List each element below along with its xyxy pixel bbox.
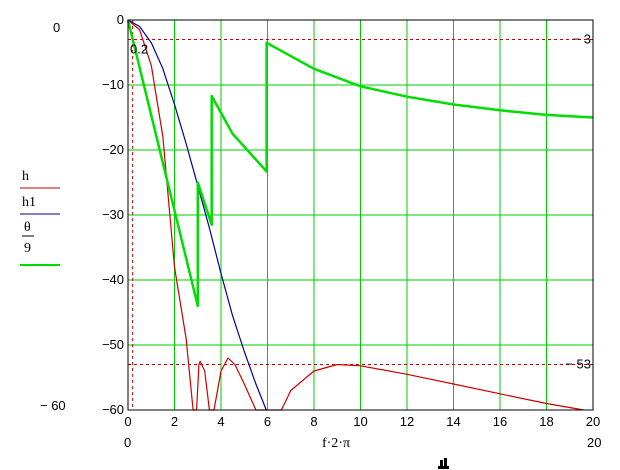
x-axis-label: f·2·π: [322, 436, 350, 451]
y-tick-label: −40: [102, 272, 124, 287]
x-tick-label: 16: [493, 414, 507, 429]
x-tick-label: 18: [539, 414, 553, 429]
series-line-3: [126, 19, 594, 308]
y-tick-label: −20: [102, 142, 124, 157]
x-tick-label: 2: [171, 414, 178, 429]
x-range-min-label: 0: [124, 435, 131, 450]
y-tick-label: −60: [102, 402, 124, 417]
series-lines: [126, 19, 594, 411]
reference-lines: [128, 20, 593, 410]
y-range-min-label: − 60: [40, 398, 66, 413]
legend-label-theta: θ: [24, 220, 31, 235]
x-tick-label: 20: [586, 414, 600, 429]
legend-item-theta: θ 9: [20, 220, 60, 266]
legend-label-h: h: [22, 169, 29, 184]
reference-line-label: − 3: [573, 32, 591, 47]
x-tick-label: 4: [217, 414, 224, 429]
y-range-max-label: 0: [53, 20, 60, 35]
x-tick-label: 6: [264, 414, 271, 429]
reference-line-label: − 53: [565, 357, 591, 372]
legend-item-h1: h1: [20, 195, 60, 215]
y-tick-label: −50: [102, 337, 124, 352]
y-tick-label: 0: [117, 12, 124, 27]
plot-frame: [127, 19, 594, 411]
cursor-icon: [438, 458, 449, 469]
tick-labels: 0 2 4 6 8 10 12 14 16 18 20 0 −10 −20 −30 −40 −50 −60 − 3 −…: [102, 12, 600, 429]
y-tick-label: −30: [102, 207, 124, 222]
legend: h h1 θ 9: [20, 169, 60, 266]
x-range-max-label: 20: [587, 435, 601, 450]
legend-label-nine: 9: [24, 241, 31, 256]
x-marker-label: 0.2: [130, 42, 148, 57]
legend-label-h1: h1: [22, 195, 36, 210]
x-tick-label: 10: [353, 414, 367, 429]
x-tick-label: 14: [446, 414, 460, 429]
x-tick-label: 8: [310, 414, 317, 429]
x-tick-label: 12: [400, 414, 414, 429]
x-tick-label: 0: [124, 414, 131, 429]
legend-item-h: h: [20, 169, 60, 189]
series-line-1: [127, 19, 584, 411]
y-tick-label: −10: [102, 77, 124, 92]
